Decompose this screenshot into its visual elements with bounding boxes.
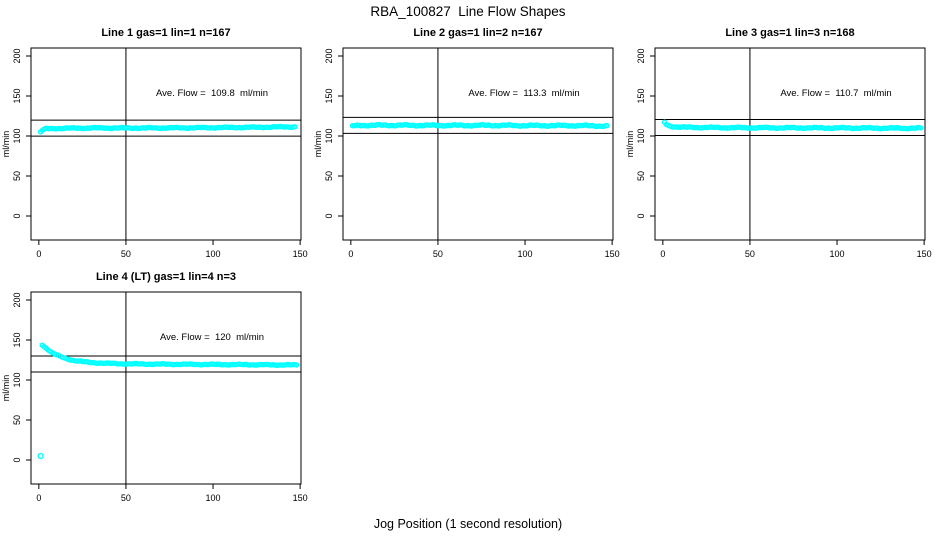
y-axis: 0 50 100 150 200	[12, 48, 31, 219]
subplot-line-3: Line 3 gas=1 lin=3 n=168 0 50 100 150 0 50 100 1…	[624, 18, 936, 270]
svg-text:50: 50	[745, 249, 755, 259]
svg-text:50: 50	[12, 415, 22, 425]
svg-text:150: 150	[12, 88, 22, 103]
svg-text:100: 100	[12, 128, 22, 143]
y-axis-unit-label: ml/min	[625, 131, 635, 158]
svg-text:0: 0	[636, 213, 646, 218]
svg-text:0: 0	[348, 249, 353, 259]
y-axis: 0 50 100 150 200	[636, 48, 655, 219]
plot-frame	[30, 291, 302, 485]
svg-text:150: 150	[324, 88, 334, 103]
svg-text:150: 150	[293, 493, 308, 503]
svg-text:150: 150	[12, 332, 22, 347]
svg-text:50: 50	[121, 249, 131, 259]
svg-text:150: 150	[917, 249, 932, 259]
reference-lines	[343, 48, 613, 240]
svg-text:0: 0	[36, 493, 41, 503]
subplot-svg: Line 3 gas=1 lin=3 n=168 0 50 100 150 0 50 100 1…	[625, 27, 932, 259]
plot-frame	[654, 47, 926, 241]
svg-text:50: 50	[636, 171, 646, 181]
svg-text:100: 100	[12, 372, 22, 387]
annotation-text: Ave. Flow = 109.8 ml/min	[156, 88, 268, 99]
svg-text:0: 0	[12, 213, 22, 218]
plot-frame	[342, 47, 614, 241]
svg-text:100: 100	[830, 249, 845, 259]
svg-text:150: 150	[636, 88, 646, 103]
svg-text:150: 150	[293, 249, 308, 259]
svg-text:100: 100	[206, 493, 221, 503]
svg-text:200: 200	[12, 292, 22, 307]
y-axis: 0 50 100 150 200	[12, 292, 31, 463]
svg-text:50: 50	[324, 171, 334, 181]
svg-text:100: 100	[518, 249, 533, 259]
annotation-text: Ave. Flow = 113.3 ml/min	[468, 88, 579, 99]
y-axis-unit-label: ml/min	[1, 131, 11, 158]
svg-text:150: 150	[605, 249, 620, 259]
svg-text:50: 50	[12, 171, 22, 181]
x-axis: 0 50 100 150	[348, 240, 620, 259]
x-axis: 0 50 100 150	[36, 484, 308, 503]
data-points	[661, 119, 924, 132]
annotation-text: Ave. Flow = 120 ml/min	[160, 332, 264, 343]
subplot-title: Line 3 gas=1 lin=3 n=168	[725, 27, 854, 39]
annotation-text: Ave. Flow = 110.7 ml/min	[780, 88, 891, 99]
subplot-svg: Line 1 gas=1 lin=1 n=167 0 50 100 150 0 50 100 1…	[1, 27, 308, 259]
subplot-title: Line 4 (LT) gas=1 lin=4 n=3	[96, 271, 236, 283]
svg-text:200: 200	[636, 48, 646, 63]
x-axis: 0 50 100 150	[660, 240, 932, 259]
svg-text:100: 100	[324, 128, 334, 143]
x-axis-label: Jog Position (1 second resolution)	[373, 517, 563, 531]
svg-text:0: 0	[12, 457, 22, 462]
data-points	[349, 121, 610, 130]
y-axis: 0 50 100 150 200	[324, 48, 343, 219]
data-points	[37, 342, 300, 460]
subplot-line-1: Line 1 gas=1 lin=1 n=167 0 50 100 150 0 50 100 1…	[0, 18, 312, 270]
data-points	[37, 123, 298, 135]
reference-lines	[655, 48, 925, 240]
svg-text:50: 50	[433, 249, 443, 259]
subplot-svg: Line 4 (LT) gas=1 lin=4 n=3 0 50 100 150 0 50 1…	[1, 271, 308, 503]
subplot-line-2: Line 2 gas=1 lin=2 n=167 0 50 100 150 0 50 100 1…	[312, 18, 624, 270]
y-axis-unit-label: ml/min	[1, 375, 11, 402]
reference-lines	[31, 48, 301, 240]
plot-frame	[30, 47, 302, 241]
svg-text:0: 0	[660, 249, 665, 259]
x-axis: 0 50 100 150	[36, 240, 308, 259]
svg-text:200: 200	[12, 48, 22, 63]
subplot-title: Line 1 gas=1 lin=1 n=167	[101, 27, 230, 39]
svg-text:50: 50	[121, 493, 131, 503]
svg-text:100: 100	[206, 249, 221, 259]
svg-text:200: 200	[324, 48, 334, 63]
subplot-title: Line 2 gas=1 lin=2 n=167	[413, 27, 542, 39]
reference-lines	[31, 292, 301, 484]
svg-text:0: 0	[324, 213, 334, 218]
svg-text:0: 0	[36, 249, 41, 259]
subplot-line-4: Line 4 (LT) gas=1 lin=4 n=3 0 50 100 150 0 50 1…	[0, 262, 312, 514]
main-title: RBA_100827 Line Flow Shapes	[370, 4, 566, 19]
subplot-svg: Line 2 gas=1 lin=2 n=167 0 50 100 150 0 50 100 1…	[313, 27, 620, 259]
svg-text:100: 100	[636, 128, 646, 143]
y-axis-unit-label: ml/min	[313, 131, 323, 158]
